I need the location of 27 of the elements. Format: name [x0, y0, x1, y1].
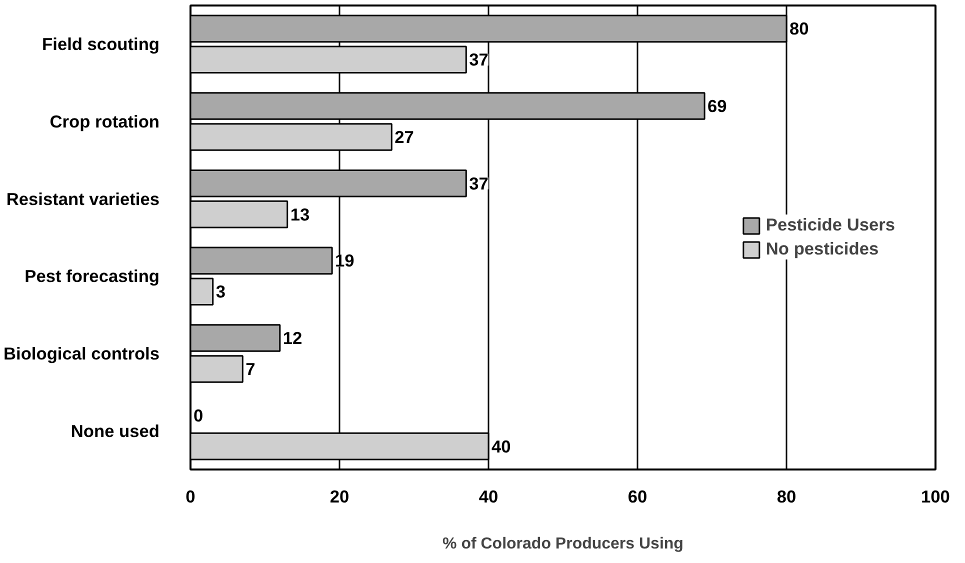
data-label: 19 — [335, 250, 354, 271]
data-label: 40 — [492, 436, 511, 456]
y-tick-label: Pest forecasting — [24, 266, 160, 286]
data-label: 3 — [216, 282, 226, 302]
y-tick-label: Crop rotation — [50, 112, 160, 132]
x-tick-label: 20 — [330, 486, 350, 506]
data-label: 0 — [194, 405, 204, 426]
y-tick-label: Biological controls — [4, 344, 160, 364]
data-label: 27 — [394, 126, 414, 147]
x-tick-label: 100 — [921, 486, 950, 506]
data-label: 7 — [246, 358, 256, 379]
x-tick-label: 60 — [628, 486, 648, 506]
legend-label: No pesticides — [766, 238, 879, 260]
legend-label: Pesticide Users — [766, 214, 895, 236]
data-label: 69 — [708, 96, 727, 116]
data-label: 13 — [290, 204, 310, 224]
data-label: 12 — [282, 328, 302, 348]
x-tick-label: 80 — [776, 486, 796, 506]
x-axis-title: % of Colorado Producers Using — [442, 536, 684, 552]
x-tick-label: 40 — [478, 486, 498, 506]
x-tick-label: 0 — [186, 486, 196, 506]
y-tick-label: None used — [70, 420, 160, 441]
data-label: 80 — [790, 18, 809, 39]
data-label: 37 — [469, 173, 488, 194]
y-tick-label: Resistant varieties — [6, 188, 160, 209]
y-tick-label: Field scouting — [42, 34, 160, 54]
data-label: 37 — [469, 50, 488, 70]
